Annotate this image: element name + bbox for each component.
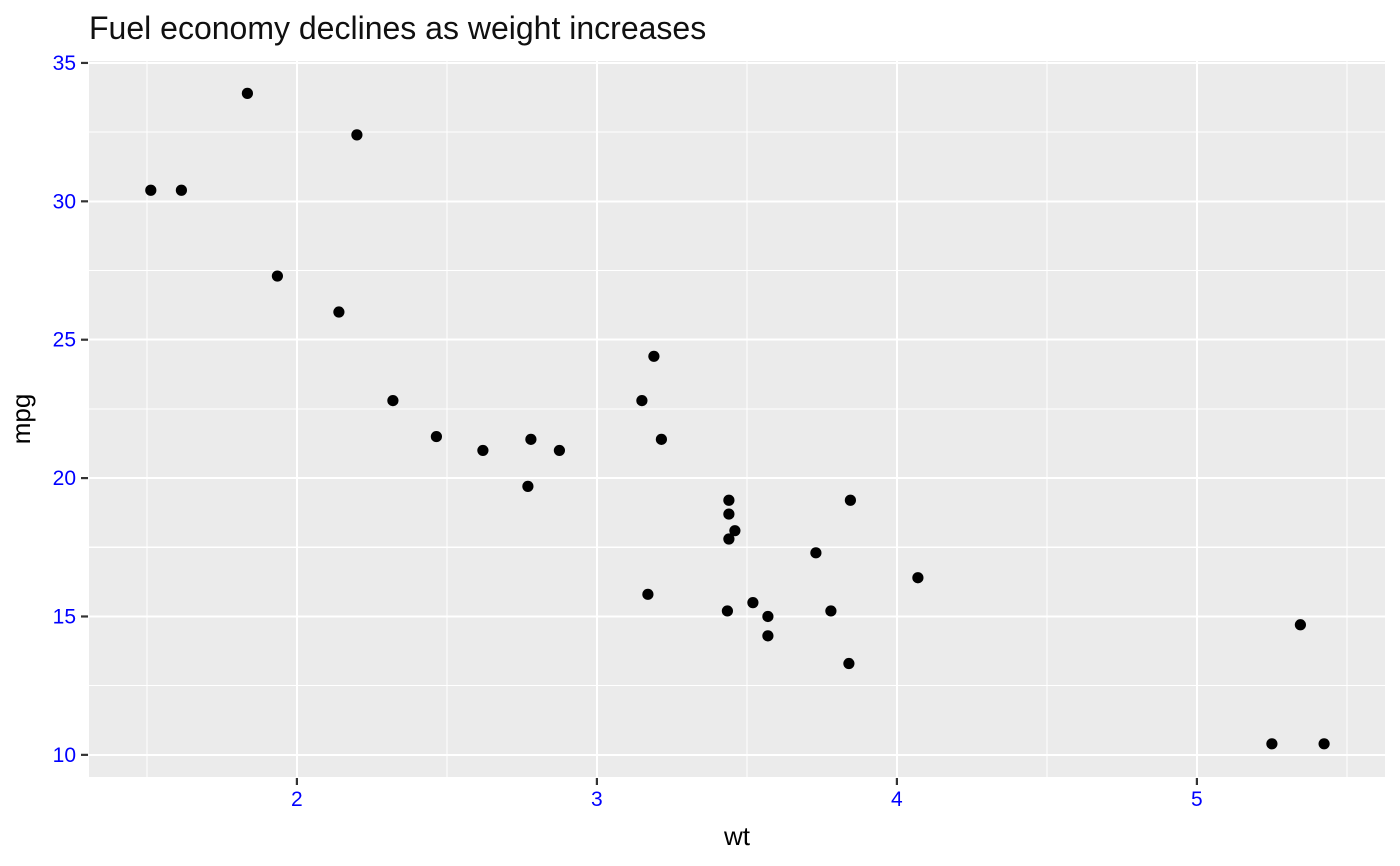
grid-minor-lines <box>89 61 1385 777</box>
data-point <box>648 350 660 362</box>
y-axis-tick-labels: 10 15 20 25 30 35 <box>53 52 76 767</box>
x-tick-label: 5 <box>1191 788 1203 811</box>
y-tick-label: 30 <box>53 190 76 213</box>
y-tick-label: 15 <box>53 605 76 628</box>
chart-title: Fuel economy declines as weight increase… <box>89 10 706 46</box>
axis-tick-marks <box>81 61 1199 785</box>
data-point <box>721 605 734 617</box>
data-point <box>1294 619 1306 631</box>
data-point <box>333 306 345 318</box>
x-axis-title: wt <box>723 821 751 851</box>
data-point <box>477 444 489 457</box>
data-point <box>843 657 855 670</box>
data-point <box>430 430 442 443</box>
data-point <box>912 572 924 584</box>
plot-panel <box>89 61 1385 777</box>
data-point <box>271 270 283 282</box>
data-point <box>825 605 837 617</box>
y-tick-label: 10 <box>53 744 76 767</box>
y-axis-title: mpg <box>6 394 36 445</box>
data-point <box>145 184 157 196</box>
data-point <box>1266 738 1278 750</box>
data-point <box>175 184 187 196</box>
data-point <box>1318 738 1330 750</box>
x-tick-label: 3 <box>591 788 603 811</box>
x-axis-tick-labels: 2 3 4 5 <box>291 788 1203 811</box>
data-point <box>387 394 399 407</box>
grid-major-lines <box>89 61 1385 777</box>
data-points <box>145 87 1330 750</box>
y-tick-label: 35 <box>53 52 76 75</box>
data-point <box>844 494 857 506</box>
data-point <box>655 433 668 445</box>
data-point <box>723 533 735 545</box>
y-tick-label: 20 <box>53 467 76 490</box>
data-point <box>723 508 735 520</box>
data-point <box>525 433 537 445</box>
data-point <box>762 610 774 623</box>
data-point <box>723 494 735 506</box>
data-point <box>810 547 822 559</box>
data-point <box>729 525 741 537</box>
data-point <box>351 129 363 141</box>
data-point <box>553 444 566 457</box>
data-point <box>522 480 534 492</box>
x-tick-label: 2 <box>291 788 303 811</box>
x-tick-label: 4 <box>891 788 903 811</box>
y-tick-label: 25 <box>53 329 76 352</box>
data-point <box>642 588 654 600</box>
data-point <box>747 597 759 609</box>
data-point <box>241 87 253 99</box>
data-point <box>636 394 648 407</box>
data-point <box>762 630 774 642</box>
